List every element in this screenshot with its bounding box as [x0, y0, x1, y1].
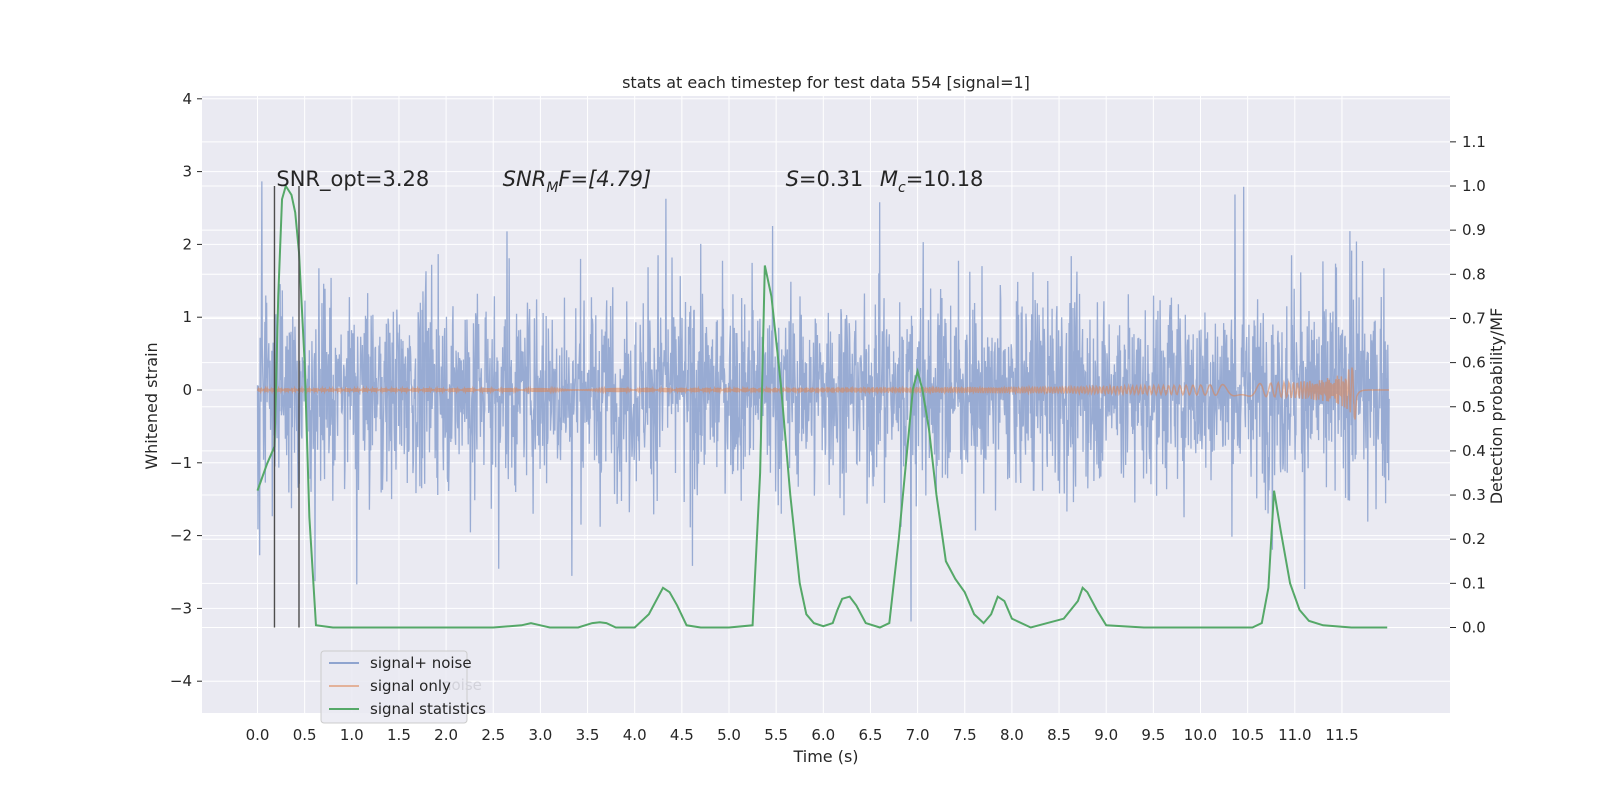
y-right-tick-label: 0.8 [1462, 265, 1486, 283]
x-tick-label: 4.0 [623, 726, 647, 744]
y-right-tick-label: 1.0 [1462, 177, 1486, 195]
chart-title: stats at each timestep for test data 554… [622, 73, 1030, 92]
y-left-tick-label: 3 [182, 163, 192, 181]
x-tick-label: 10.5 [1231, 726, 1264, 744]
y-right-tick-label: 0.4 [1462, 442, 1486, 460]
x-tick-label: 5.5 [764, 726, 788, 744]
y-left-tick-label: −1 [170, 454, 192, 472]
x-tick-label: 4.5 [670, 726, 694, 744]
y-right-axis-ticks: 0.0 0.1 0.2 0.3 0.4 0.5 0.6 0.7 0.8 0.9 1.0 1.1 [1450, 133, 1486, 637]
y-left-axis-label: Whitened strain [142, 342, 161, 469]
x-tick-label: 3.5 [576, 726, 600, 744]
x-tick-label: 1.0 [340, 726, 364, 744]
x-tick-label: 8.5 [1047, 726, 1071, 744]
annotation-snr-mf-base: SNR [503, 167, 547, 191]
x-tick-label: 5.0 [717, 726, 741, 744]
x-tick-label: 11.5 [1325, 726, 1358, 744]
series-signal-statistics [256, 183, 1388, 629]
grid-lines [202, 96, 1450, 713]
annotation-s-value: =0.31 [799, 167, 863, 191]
legend-label-signal-only: signal only [370, 677, 451, 695]
vertical-markers [273, 186, 300, 628]
x-tick-label: 0.0 [246, 726, 270, 744]
legend-label-signal-statistics: signal statistics [370, 700, 486, 718]
annotation-mc-value: =10.18 [906, 167, 984, 191]
x-tick-label: 6.5 [859, 726, 883, 744]
y-right-tick-label: 0.6 [1462, 354, 1486, 372]
y-left-tick-label: 0 [182, 381, 192, 399]
y-right-tick-label: 0.9 [1462, 221, 1486, 239]
legend-box [320, 650, 468, 724]
x-tick-label: 3.0 [528, 726, 552, 744]
annotation-snr-mf-rest: F=[4.79] [558, 167, 651, 191]
x-tick-label: 9.5 [1141, 726, 1165, 744]
y-right-tick-label: 0.3 [1462, 486, 1486, 504]
y-right-axis-label: Detection probability/MF [1487, 308, 1506, 505]
statistics-trace [256, 183, 1388, 629]
y-right-tick-label: 0.0 [1462, 619, 1486, 637]
y-left-tick-label: 2 [182, 235, 192, 253]
annotation-mc: Mc=10.18 [880, 167, 984, 196]
y-left-tick-label: −2 [170, 527, 192, 545]
x-tick-label: 9.0 [1094, 726, 1118, 744]
legend-label-signal-plus-noise: signal+ noise [370, 654, 472, 672]
x-tick-label: 11.0 [1278, 726, 1311, 744]
annotation-mc-symbol: M [880, 167, 898, 191]
annotation-s: S=0.31 [786, 167, 864, 191]
annotations: SNR_opt=3.28 SNRMF=[4.79] S=0.31 Mc=10.1… [276, 167, 983, 196]
legend: noise signal+ noise signal only signal s… [320, 650, 486, 724]
x-tick-label: 8.0 [1000, 726, 1024, 744]
annotation-s-symbol: S [786, 167, 799, 191]
y-right-tick-label: 0.1 [1462, 574, 1486, 592]
signal-trace [256, 367, 1390, 420]
x-tick-label: 2.0 [434, 726, 458, 744]
y-left-tick-label: −4 [170, 672, 192, 690]
noise-trace [256, 181, 1390, 622]
y-right-tick-label: 0.2 [1462, 530, 1486, 548]
x-tick-label: 7.0 [906, 726, 930, 744]
series-signal-plus-noise [256, 181, 1390, 622]
x-tick-label: 1.5 [387, 726, 411, 744]
annotation-mc-sub: c [898, 180, 906, 196]
y-left-tick-label: 1 [182, 308, 192, 326]
y-left-axis-ticks: −4 −3 −2 −1 0 1 2 3 4 [170, 90, 202, 690]
x-axis-label: Time (s) [792, 747, 858, 766]
y-left-tick-label: 4 [182, 90, 192, 108]
x-axis-ticks: 0.0 0.5 1.0 1.5 2.0 2.5 3.0 3.5 4.0 4.5 5.0 5.5 6.0 6… [246, 726, 1359, 744]
annotation-snr-opt: SNR_opt=3.28 [276, 167, 429, 192]
annotation-snr-mf: SNRMF=[4.79] [503, 167, 652, 196]
x-tick-label: 6.0 [811, 726, 835, 744]
y-right-tick-label: 0.7 [1462, 309, 1486, 327]
y-left-tick-label: −3 [170, 599, 192, 617]
x-tick-label: 10.0 [1184, 726, 1217, 744]
annotation-snr-mf-sub: M [546, 180, 558, 196]
y-right-tick-label: 1.1 [1462, 133, 1486, 151]
y-right-tick-label: 0.5 [1462, 398, 1486, 416]
series-signal-only [256, 367, 1390, 420]
x-tick-label: 0.5 [293, 726, 317, 744]
x-tick-label: 2.5 [481, 726, 505, 744]
x-tick-label: 7.5 [953, 726, 977, 744]
legend-ghost-text: noise [442, 676, 482, 694]
